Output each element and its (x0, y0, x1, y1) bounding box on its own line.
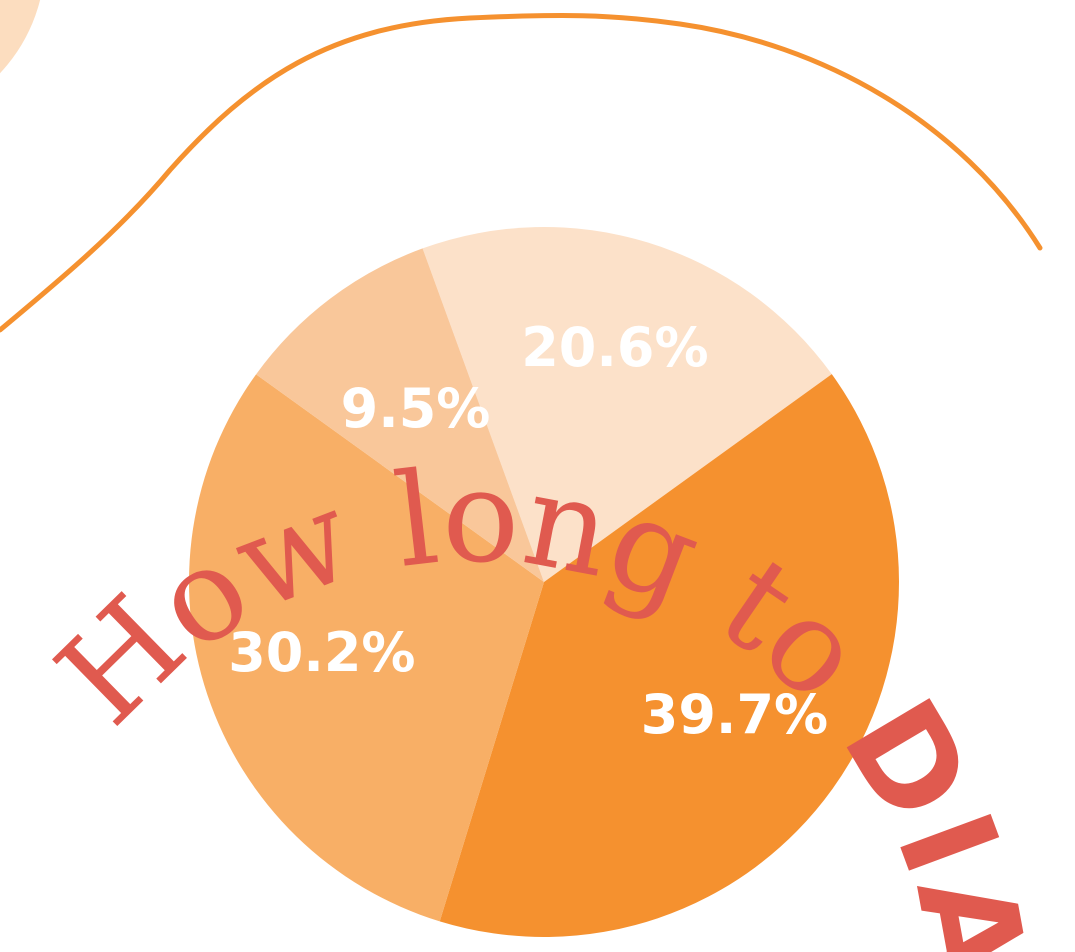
pie-labels: 20.6% 39.7% 30.2% 9.5% (228, 316, 828, 746)
pie-slice-label: 39.7% (641, 683, 828, 746)
pie-slice-label: 20.6% (521, 316, 708, 379)
pie-slice-label: 30.2% (228, 621, 415, 684)
decorative-orange-curve (0, 13, 1043, 333)
decorative-peach-circle (0, 0, 41, 74)
pie-slice-label: 9.5% (341, 377, 491, 440)
pie-slice (422, 227, 832, 583)
pie-slice (188, 374, 544, 922)
pie-slice (439, 374, 899, 938)
pie-chart (188, 227, 899, 938)
pie-slice (256, 248, 544, 582)
